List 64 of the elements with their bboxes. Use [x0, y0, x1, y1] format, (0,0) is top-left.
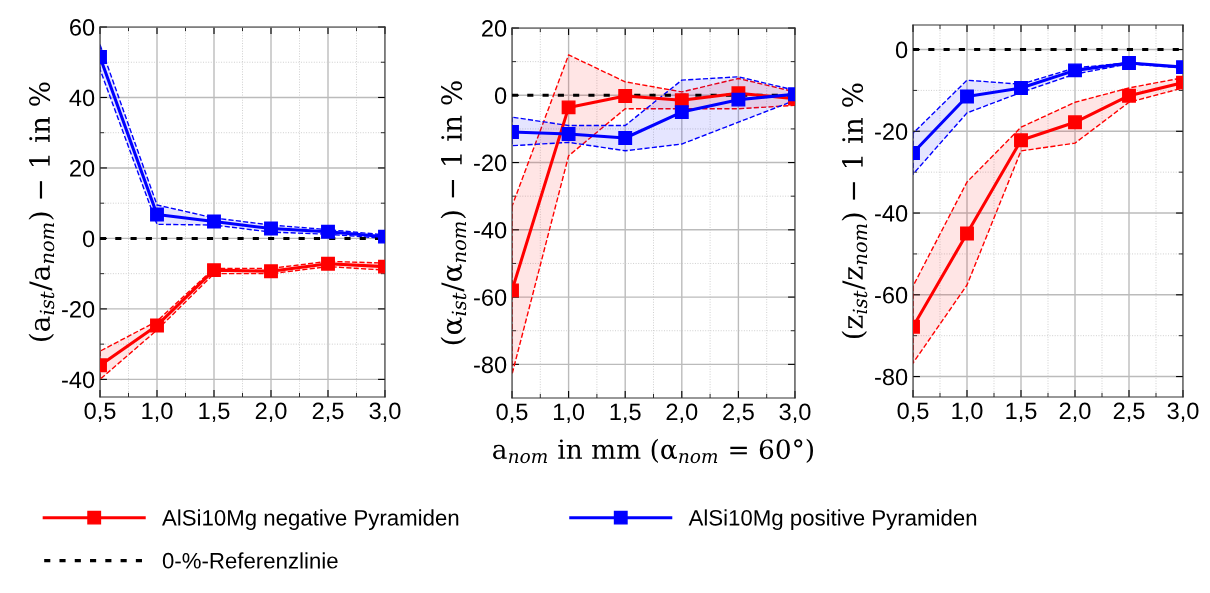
x-tick-label: 3,0	[1167, 402, 1199, 422]
legend-label: AlSi10Mg positive Pyramiden	[688, 509, 977, 531]
point	[321, 256, 335, 271]
x-tick-label: 1,0	[553, 403, 585, 423]
point	[618, 89, 633, 103]
point	[561, 100, 576, 115]
y-tick-label: 40	[69, 89, 95, 107]
y-axis-title: (z$_{ist}$/z$_{nom}$) − 1 in %	[841, 83, 868, 339]
point	[264, 221, 278, 236]
x-tick-label: 1,5	[199, 402, 230, 422]
x-tick-label: 0,5	[897, 402, 929, 422]
point	[1122, 88, 1136, 103]
y-tick-label: 0	[82, 230, 95, 248]
x-tick-label: 0,5	[496, 403, 528, 423]
y-axis-title: (α$_{ist}$/α$_{nom}$) − 1 in %	[440, 81, 467, 345]
point	[618, 131, 633, 145]
y-tick-label: 20	[70, 160, 95, 177]
point	[321, 224, 335, 239]
y-tick-label: 0	[494, 87, 507, 105]
y-axis-title: (a$_{ist}$/a$_{nom}$) − 1 in %	[28, 82, 55, 341]
point	[207, 214, 221, 229]
x-tick-label: 3,0	[779, 403, 811, 423]
legend-label: 0-%-Referenzlinie	[162, 552, 338, 569]
y-tick-label: 0	[895, 41, 908, 59]
point	[960, 89, 974, 104]
x-tick-label: 2,5	[1113, 402, 1145, 422]
y-tick-label: -20	[474, 154, 507, 172]
point	[1068, 63, 1082, 78]
point	[150, 318, 164, 333]
y-tick-label: -40	[875, 205, 908, 222]
x-tick-label: 1,0	[952, 402, 983, 422]
x-tick-label: 1,0	[142, 402, 173, 422]
point	[1014, 81, 1028, 95]
y-tick-label: -20	[875, 123, 908, 141]
y-tick-label: 60	[70, 19, 95, 36]
point	[1068, 115, 1082, 130]
y-tick-label: -20	[62, 300, 95, 318]
point	[150, 207, 164, 222]
point	[264, 264, 278, 279]
x-tick-label: 1,5	[610, 403, 641, 423]
y-tick-label: -60	[474, 289, 507, 306]
point	[1122, 56, 1136, 70]
y-tick-label: -80	[474, 356, 507, 374]
y-tick-label: -40	[474, 221, 507, 239]
x-tick-label: 2,0	[666, 403, 698, 423]
x-tick-label: 1,5	[1006, 402, 1037, 422]
point	[561, 127, 576, 141]
point	[207, 263, 221, 278]
y-tick-label: -60	[875, 286, 908, 304]
y-tick-label: -40	[62, 371, 95, 389]
point	[731, 92, 746, 107]
point	[1014, 133, 1028, 148]
x-tick-label: 2,5	[312, 402, 344, 422]
x-tick-label: 2,5	[723, 403, 754, 423]
y-tick-label: -80	[875, 368, 908, 386]
x-tick-label: 2,0	[1059, 402, 1091, 422]
y-tick-label: 20	[482, 20, 507, 37]
x-tick-label: 0,5	[84, 402, 116, 422]
x-tick-label: 3,0	[369, 402, 401, 422]
point	[674, 105, 689, 120]
x-axis-title: a$_{nom}$ in mm (α$_{nom}$ = 60°)	[493, 438, 814, 464]
point	[960, 226, 974, 241]
x-tick-label: 2,0	[255, 402, 287, 422]
legend-label: AlSi10Mg negative Pyramiden	[162, 509, 459, 531]
